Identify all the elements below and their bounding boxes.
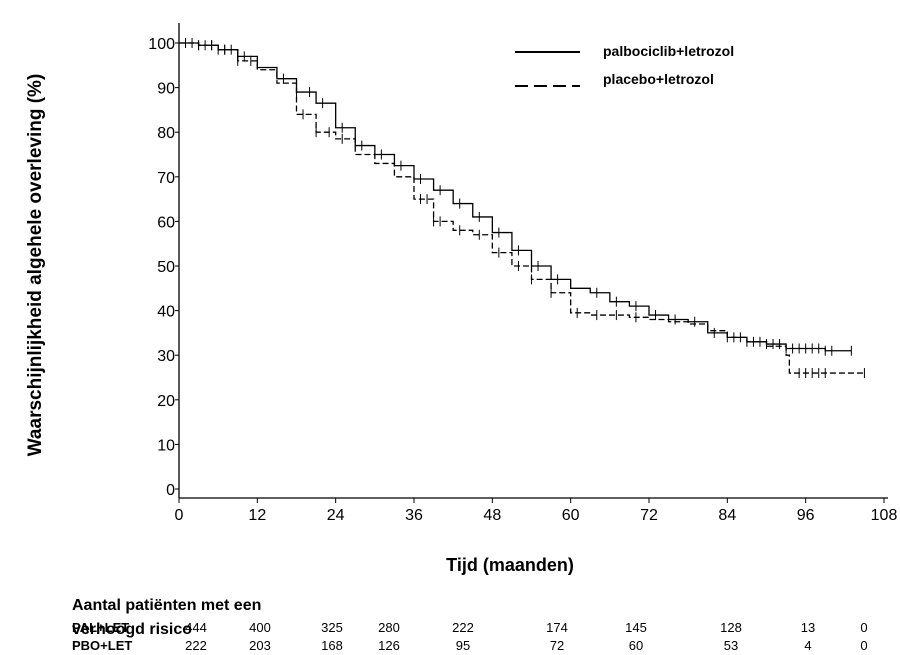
- risk-value-cell: 222: [185, 638, 207, 653]
- x-tick-label: 96: [797, 507, 815, 524]
- y-tick-label: 100: [148, 36, 175, 53]
- risk-value-cell: 222: [452, 620, 474, 635]
- y-tick-label: 80: [157, 125, 175, 142]
- x-tick-label: 60: [562, 507, 580, 524]
- y-tick-label: 20: [157, 393, 175, 410]
- risk-value-cell: 13: [801, 620, 815, 635]
- risk-row-label-pal: PAL+LET: [72, 620, 129, 635]
- x-tick-label: 48: [483, 507, 501, 524]
- x-tick-label: 0: [175, 507, 184, 524]
- risk-row-label-pbo: PBO+LET: [72, 638, 132, 653]
- y-tick-label: 60: [157, 214, 175, 231]
- y-tick-label: 70: [157, 170, 175, 187]
- risk-value-cell: 128: [720, 620, 742, 635]
- risk-value-cell: 174: [546, 620, 568, 635]
- y-axis-label: Waarschijnlijkheid algehele overleving (…: [25, 74, 46, 457]
- risk-value-cell: 400: [249, 620, 271, 635]
- x-tick-label: 72: [640, 507, 658, 524]
- legend: palbociclib+letrozol placebo+letrozol: [515, 43, 734, 87]
- risk-table-title-line1: Aantal patiënten met een: [72, 597, 261, 614]
- y-tick-label: 10: [157, 437, 175, 454]
- axes: 0 10 20 30 40 50 60 70 80 90 100 0 12 24 36 48 60 72 84 96 1…: [148, 23, 897, 524]
- risk-value-cell: 126: [378, 638, 400, 653]
- y-tick-label: 90: [157, 81, 175, 98]
- risk-value-cell: 95: [456, 638, 470, 653]
- x-tick-label: 24: [327, 507, 345, 524]
- risk-value-cell: 0: [860, 638, 867, 653]
- risk-value-cell: 145: [625, 620, 647, 635]
- risk-value-cell: 444: [185, 620, 207, 635]
- series-group: [179, 38, 865, 379]
- legend-label-palbociclib: palbociclib+letrozol: [603, 43, 734, 59]
- x-axis-label: Tijd (maanden): [446, 555, 574, 575]
- risk-value-cell: 53: [724, 638, 738, 653]
- x-tick-label: 36: [405, 507, 423, 524]
- x-tick-label: 108: [871, 507, 898, 524]
- risk-value-cell: 60: [629, 638, 643, 653]
- x-tick-label: 12: [248, 507, 266, 524]
- y-tick-label: 30: [157, 348, 175, 365]
- risk-value-cell: 203: [249, 638, 271, 653]
- risk-value-cell: 0: [860, 620, 867, 635]
- risk-value-cell: 168: [321, 638, 343, 653]
- x-tick-label: 84: [718, 507, 736, 524]
- y-tick-label: 50: [157, 259, 175, 276]
- legend-label-placebo: placebo+letrozol: [603, 71, 714, 87]
- risk-value-cell: 280: [378, 620, 400, 635]
- y-tick-label: 0: [166, 482, 175, 499]
- risk-value-cell: 4: [804, 638, 811, 653]
- risk-table-title-line2: verhoogd risico: [72, 621, 192, 638]
- risk-value-cell: 72: [550, 638, 564, 653]
- series-line-placebo: [179, 42, 865, 374]
- y-tick-label: 40: [157, 304, 175, 321]
- risk-table: Aantal patiënten met een verhoogd risico…: [72, 597, 868, 653]
- series-line-palbociclib: [179, 42, 852, 352]
- risk-values: 444 400 325 280 222 174 145 128 13 0 222 203 168 126 9…: [185, 620, 867, 653]
- risk-value-cell: 325: [321, 620, 343, 635]
